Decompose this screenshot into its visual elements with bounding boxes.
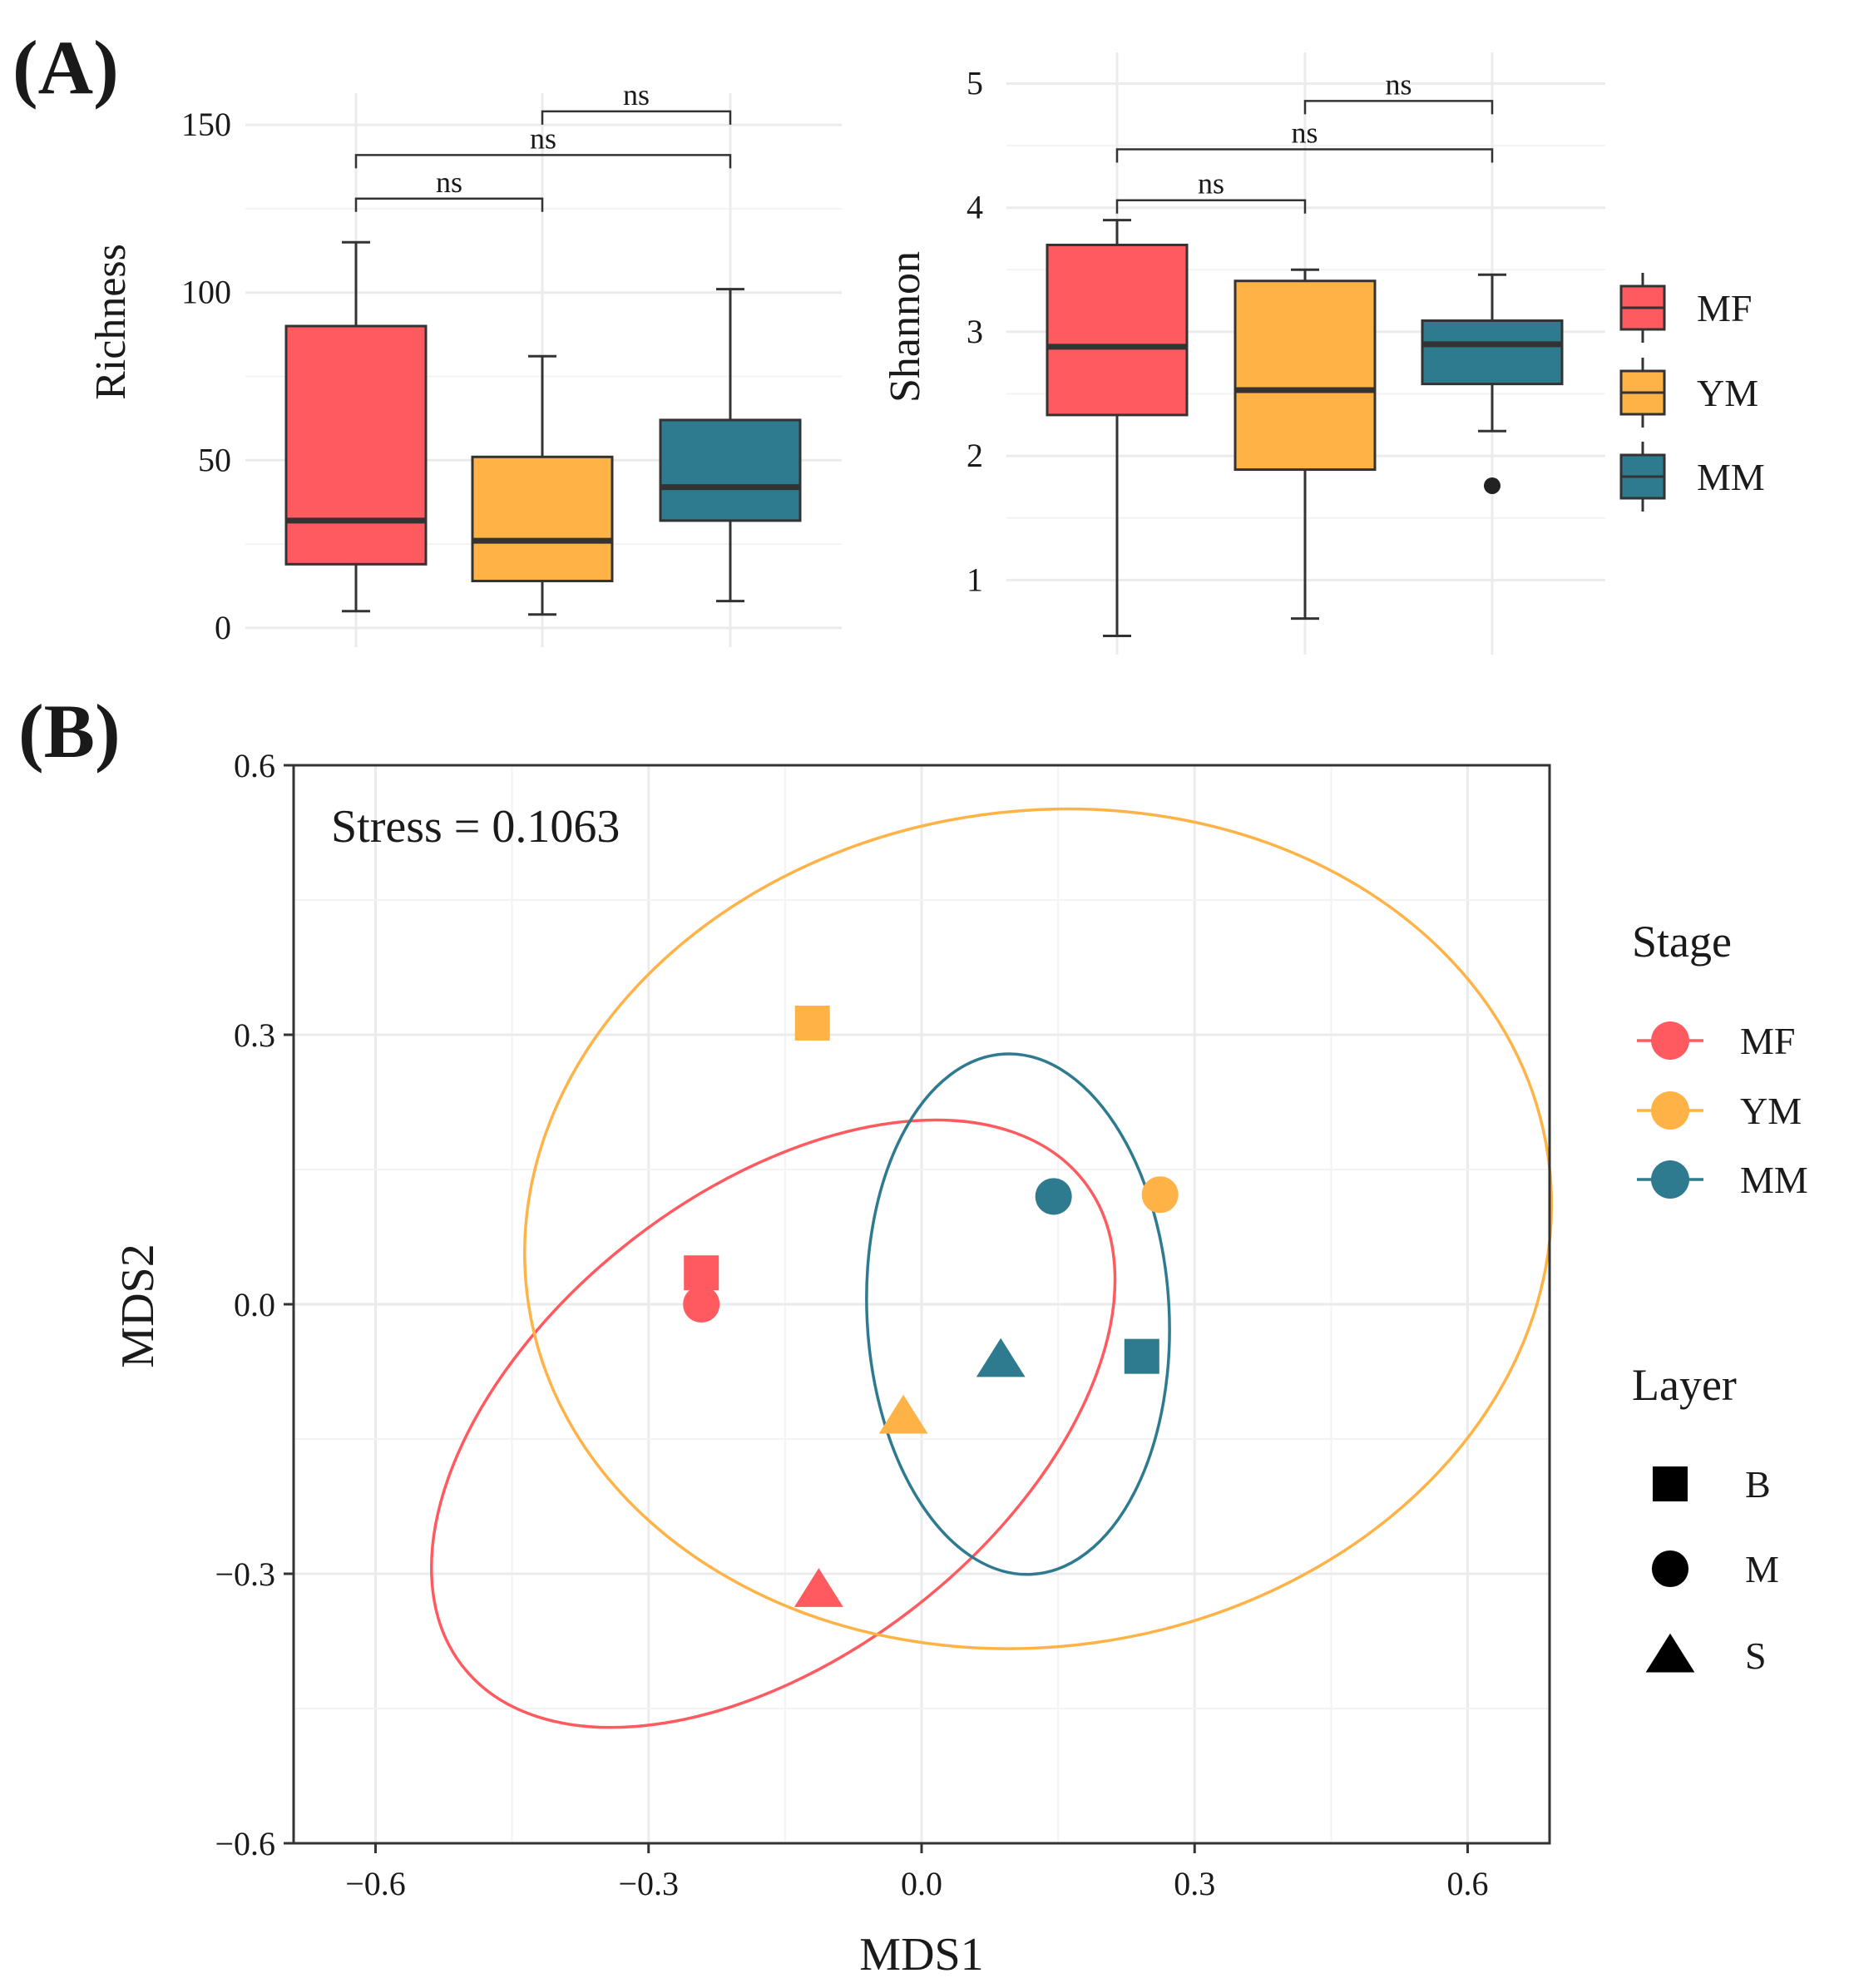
shan-outlier-MM xyxy=(1484,477,1500,494)
stage-legend-label-MM: MM xyxy=(1740,1159,1808,1201)
point-MF-S xyxy=(793,1568,843,1607)
legend-label-MF: MF xyxy=(1697,287,1752,329)
shan-ytick-label: 5 xyxy=(967,64,983,101)
nmds-x-axis-label: MDS1 xyxy=(859,1929,983,1981)
rich-ytick-label: 0 xyxy=(215,609,231,646)
layer-legend-label-S: S xyxy=(1745,1634,1767,1677)
stage-legend-dot-MF xyxy=(1651,1021,1689,1060)
nmds-tick-marks xyxy=(284,764,1470,1853)
stage-legend-label-YM: YM xyxy=(1740,1090,1802,1132)
panel-b-label: (B) xyxy=(18,689,121,774)
rich-box-MM xyxy=(659,418,802,522)
layer-legend-label-M: M xyxy=(1745,1548,1779,1590)
stage-legend-title: Stage xyxy=(1632,917,1732,967)
nmds-x-tick-label: 0.6 xyxy=(1447,1865,1489,1902)
layer-legend-shape-B xyxy=(1653,1466,1688,1501)
shan-bracket xyxy=(1303,100,1494,115)
rich-significance-label: ns xyxy=(623,78,650,111)
rich-bracket xyxy=(354,197,544,212)
layer-legend-shape-M xyxy=(1651,1550,1689,1588)
shan-box-MM xyxy=(1421,319,1564,386)
layer-legend-shape-S xyxy=(1645,1633,1695,1673)
nmds-y-axis-label: MDS2 xyxy=(112,1244,164,1367)
point-YM-B xyxy=(794,1005,830,1041)
richness-significance-brackets: ns ns ns xyxy=(354,78,732,212)
richness-boxes xyxy=(284,240,802,616)
nmds-y-tick-label: 0.6 xyxy=(234,747,275,784)
shannon-boxplot: ns ns ns 1 2 3 4 5 Shannon MF YM MM xyxy=(882,52,1765,655)
richness-boxplot: ns ns ns 0 50 100 150 Richness xyxy=(87,78,842,647)
nmds-x-tick-label: 0.0 xyxy=(901,1865,942,1902)
ellipse-MF xyxy=(430,1118,1117,1729)
point-MF-B xyxy=(684,1255,719,1291)
shan-significance-label: ns xyxy=(1385,67,1411,101)
shannon-y-tick-labels: 1 2 3 4 5 xyxy=(967,64,983,598)
rich-bracket xyxy=(541,110,732,125)
stage-legend: MF YM MM xyxy=(1637,1020,1808,1201)
legend-label-YM: YM xyxy=(1697,372,1758,414)
rich-significance-label: ns xyxy=(530,121,556,155)
rich-box-MF xyxy=(284,324,428,566)
stage-legend-label-MF: MF xyxy=(1740,1020,1795,1062)
rich-ytick-label: 100 xyxy=(181,274,231,311)
ellipse-YM xyxy=(523,807,1554,1650)
point-MM-B xyxy=(1124,1338,1159,1374)
shannon-significance-brackets: ns ns ns xyxy=(1115,67,1494,214)
rich-box-YM xyxy=(471,455,614,582)
layer-legend-title: Layer xyxy=(1632,1360,1737,1410)
richness-y-axis-label: Richness xyxy=(87,244,135,400)
nmds-y-tick-label: −0.3 xyxy=(215,1555,275,1593)
layer-legend: BM S xyxy=(1645,1463,1779,1677)
shan-ytick-label: 2 xyxy=(967,437,983,474)
shan-box-MF xyxy=(1046,243,1189,417)
nmds-y-tick-label: 0.0 xyxy=(234,1286,275,1323)
shannon-y-axis-label: Shannon xyxy=(882,251,929,403)
panel-a-label: (A) xyxy=(12,25,119,110)
rich-significance-label: ns xyxy=(436,166,462,199)
stage-legend-dot-MM xyxy=(1651,1160,1689,1199)
nmds-y-tick-label: 0.3 xyxy=(234,1016,275,1054)
point-YM-S xyxy=(878,1394,928,1434)
shan-significance-label: ns xyxy=(1198,167,1224,200)
legend-label-MM: MM xyxy=(1697,456,1765,498)
nmds-x-tick-label: 0.3 xyxy=(1174,1865,1215,1902)
nmds-y-tick-labels: −0.6 −0.3 0.0 0.3 0.6 xyxy=(215,747,275,1862)
rich-ytick-label: 150 xyxy=(181,106,231,143)
stage-legend-dot-YM xyxy=(1651,1091,1689,1130)
point-MM-S xyxy=(976,1338,1026,1377)
shan-ytick-label: 1 xyxy=(967,561,983,598)
nmds-x-tick-labels: −0.6 −0.3 0.0 0.3 0.6 xyxy=(345,1865,1488,1902)
shan-bracket xyxy=(1115,148,1494,163)
shan-ytick-label: 4 xyxy=(967,189,983,226)
ellipse-MM xyxy=(865,1052,1171,1576)
layer-legend-label-B: B xyxy=(1745,1463,1771,1506)
point-MM-M xyxy=(1035,1178,1072,1215)
nmds-y-tick-label: −0.6 xyxy=(215,1825,275,1862)
richness-y-tick-labels: 0 50 100 150 xyxy=(181,106,231,646)
point-YM-M xyxy=(1141,1176,1179,1214)
point-MF-M xyxy=(683,1285,720,1323)
stage-box-legend: MF YM MM xyxy=(1619,273,1765,512)
shan-box-YM xyxy=(1233,279,1377,472)
shannon-boxes xyxy=(1046,219,1564,638)
stress-annotation: Stress = 0.1063 xyxy=(331,801,620,853)
shan-bracket xyxy=(1115,199,1307,214)
nmds-points xyxy=(683,1005,1179,1607)
nmds-x-tick-label: −0.6 xyxy=(345,1865,406,1902)
rich-bracket xyxy=(354,154,732,169)
shan-significance-label: ns xyxy=(1291,116,1318,150)
rich-ytick-label: 50 xyxy=(198,441,231,478)
shan-ytick-label: 3 xyxy=(967,313,983,350)
nmds-scatter: −0.6 −0.3 0.0 0.3 0.6 −0.6 −0.3 0.0 0.3 0.6 Stre… xyxy=(112,747,1808,1981)
nmds-ellipses xyxy=(430,807,1554,1729)
nmds-x-tick-label: −0.3 xyxy=(618,1865,679,1902)
